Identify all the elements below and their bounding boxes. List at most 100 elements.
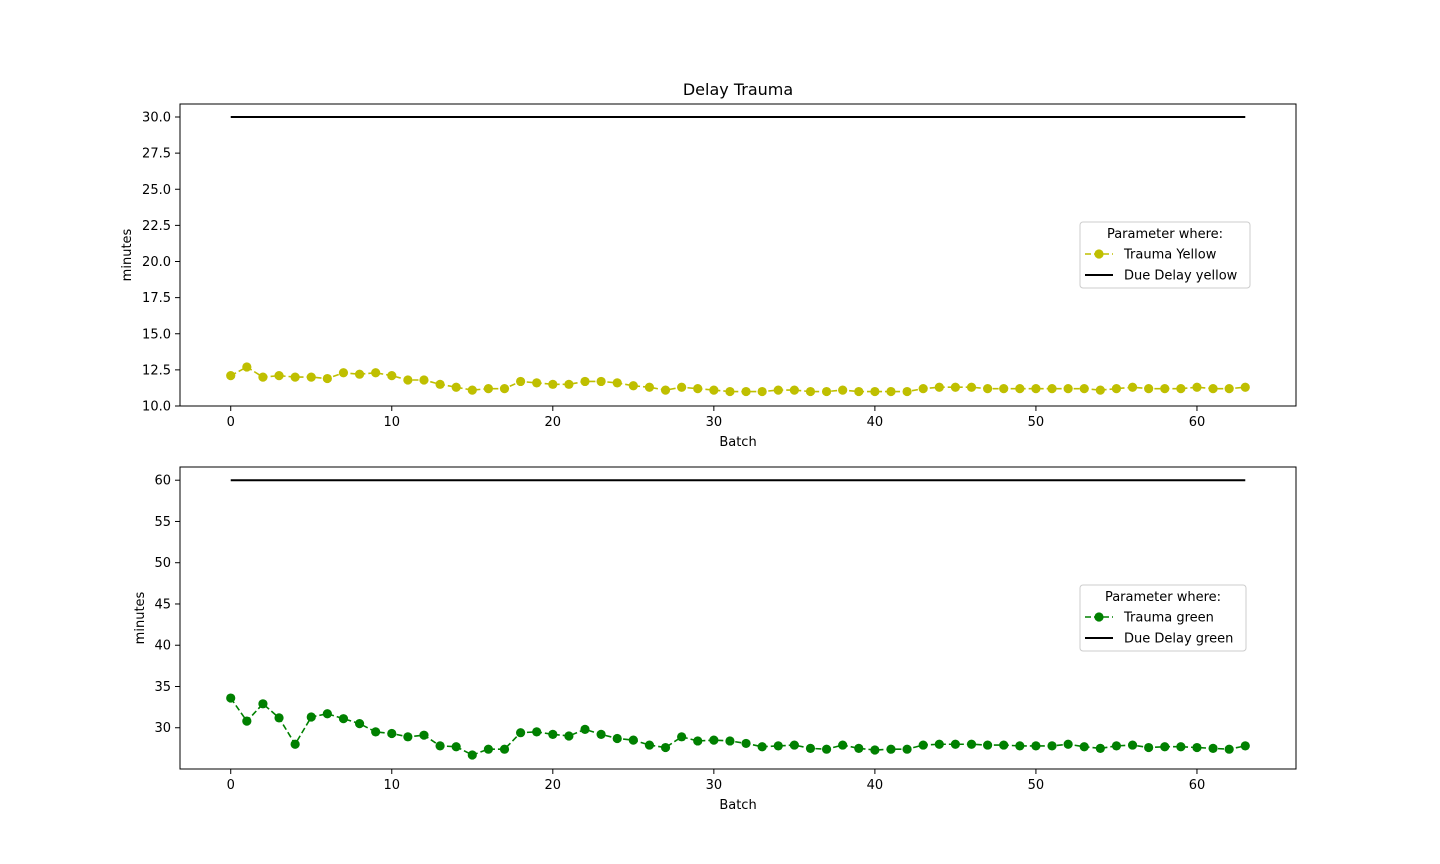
data-point-trauma-green (918, 740, 928, 750)
y-tick-label: 10.0 (142, 400, 171, 415)
data-point-trauma-yellow (693, 384, 703, 394)
data-point-trauma-yellow (242, 362, 252, 372)
data-point-trauma-yellow (725, 386, 735, 397)
plot-frame (179, 103, 1297, 407)
data-point-trauma-green (934, 739, 944, 749)
data-point-trauma-yellow (902, 386, 912, 397)
data-point-trauma-green (1240, 741, 1250, 751)
data-point-trauma-green (773, 741, 783, 751)
data-point-trauma-green (499, 744, 510, 754)
data-point-trauma-yellow (322, 373, 332, 384)
data-point-trauma-green (290, 739, 300, 749)
series-line-trauma-green (230, 697, 1246, 756)
data-point-trauma-green (1144, 742, 1154, 753)
data-point-trauma-yellow (290, 372, 300, 382)
data-point-trauma-yellow (934, 382, 944, 392)
data-point-trauma-green (1160, 742, 1170, 752)
x-tick-label: 50 (1028, 778, 1045, 793)
data-point-trauma-yellow (532, 378, 542, 388)
x-tick-label: 20 (545, 415, 562, 430)
data-point-trauma-yellow (821, 386, 832, 397)
data-point-trauma-yellow (950, 382, 961, 392)
x-tick-label: 20 (545, 778, 562, 793)
data-point-trauma-yellow (435, 379, 445, 389)
legend-title: Parameter where: (1105, 590, 1221, 605)
y-tick-label: 20.0 (142, 255, 171, 270)
data-point-trauma-green (1127, 740, 1138, 750)
data-point-trauma-green (660, 742, 671, 753)
data-point-trauma-green (387, 728, 397, 739)
legend-box (1079, 221, 1251, 289)
data-point-trauma-green (886, 744, 896, 754)
data-point-trauma-green (628, 735, 638, 745)
data-point-trauma-green (854, 743, 864, 753)
x-tick-label: 50 (1028, 415, 1045, 430)
y-tick-label: 40 (154, 639, 171, 654)
y-tick-label: 27.5 (142, 147, 171, 162)
data-point-trauma-green (403, 732, 413, 742)
data-point-trauma-yellow (1015, 384, 1025, 394)
data-point-trauma-yellow (999, 384, 1009, 394)
x-tick-label: 30 (706, 778, 723, 793)
legend-title: Parameter where: (1107, 227, 1223, 242)
data-point-trauma-green (1176, 742, 1186, 752)
data-point-trauma-yellow (918, 384, 928, 394)
data-point-trauma-yellow (451, 382, 461, 392)
data-point-trauma-green (226, 693, 236, 703)
data-point-trauma-green (902, 744, 912, 754)
data-point-trauma-yellow (854, 386, 864, 397)
data-point-trauma-green (1208, 743, 1218, 753)
data-point-trauma-yellow (1240, 382, 1250, 392)
y-tick-label: 50 (154, 556, 171, 571)
data-point-trauma-yellow (677, 382, 687, 392)
data-point-trauma-green (467, 750, 477, 760)
figure-title: Delay Trauma (683, 80, 793, 99)
data-point-trauma-yellow (354, 369, 365, 379)
data-point-trauma-yellow (1160, 384, 1170, 394)
legend-swatch-marker-trauma-yellow (1094, 249, 1104, 259)
y-tick-label: 17.5 (142, 291, 171, 306)
data-point-trauma-yellow (1192, 382, 1202, 392)
legend-swatch-marker-trauma-green (1094, 612, 1104, 622)
data-point-trauma-yellow (983, 384, 993, 394)
data-point-trauma-yellow (258, 372, 268, 382)
y-tick-label: 15.0 (142, 327, 171, 342)
data-point-trauma-yellow (1047, 384, 1057, 394)
data-point-trauma-green (821, 744, 832, 754)
x-tick-label: 40 (867, 778, 884, 793)
data-point-trauma-yellow (1095, 385, 1105, 395)
data-point-trauma-green (371, 727, 381, 737)
chart-delay-trauma-yellow: 0 10 20 30 40 50 60 10.0 12.5 15.0 17.5 20.0 22.5 25.… (120, 103, 1297, 450)
data-point-trauma-yellow (274, 371, 284, 381)
x-tick-label: 10 (383, 778, 400, 793)
data-point-trauma-green (1095, 743, 1105, 753)
data-point-trauma-green (548, 729, 558, 739)
data-point-trauma-yellow (1144, 384, 1154, 394)
data-point-trauma-yellow (580, 376, 590, 387)
data-point-trauma-green (805, 743, 816, 753)
data-point-trauma-green (741, 738, 751, 749)
data-point-trauma-yellow (789, 385, 799, 395)
data-point-trauma-yellow (886, 386, 896, 397)
data-point-trauma-yellow (1111, 384, 1122, 394)
x-axis-label: Batch (719, 435, 756, 450)
data-point-trauma-green (338, 714, 349, 724)
data-point-trauma-green (644, 740, 655, 750)
data-point-trauma-yellow (773, 385, 783, 395)
data-point-trauma-green (1031, 741, 1041, 751)
data-point-trauma-yellow (338, 368, 349, 378)
plot-frame (179, 466, 1297, 770)
data-point-trauma-green (306, 712, 316, 722)
data-point-trauma-yellow (419, 375, 429, 385)
legend: Parameter where: Trauma Yellow Due Delay y… (1079, 221, 1251, 289)
data-point-trauma-green (1224, 744, 1234, 754)
data-point-trauma-yellow (515, 376, 526, 387)
y-tick-label: 45 (154, 597, 171, 612)
data-point-trauma-green (274, 713, 284, 723)
data-point-trauma-green (1047, 741, 1057, 751)
data-point-trauma-yellow (1031, 384, 1041, 394)
data-point-trauma-yellow (548, 379, 558, 389)
data-point-trauma-yellow (483, 384, 493, 394)
data-point-trauma-green (242, 716, 252, 726)
x-tick-label: 0 (227, 778, 235, 793)
